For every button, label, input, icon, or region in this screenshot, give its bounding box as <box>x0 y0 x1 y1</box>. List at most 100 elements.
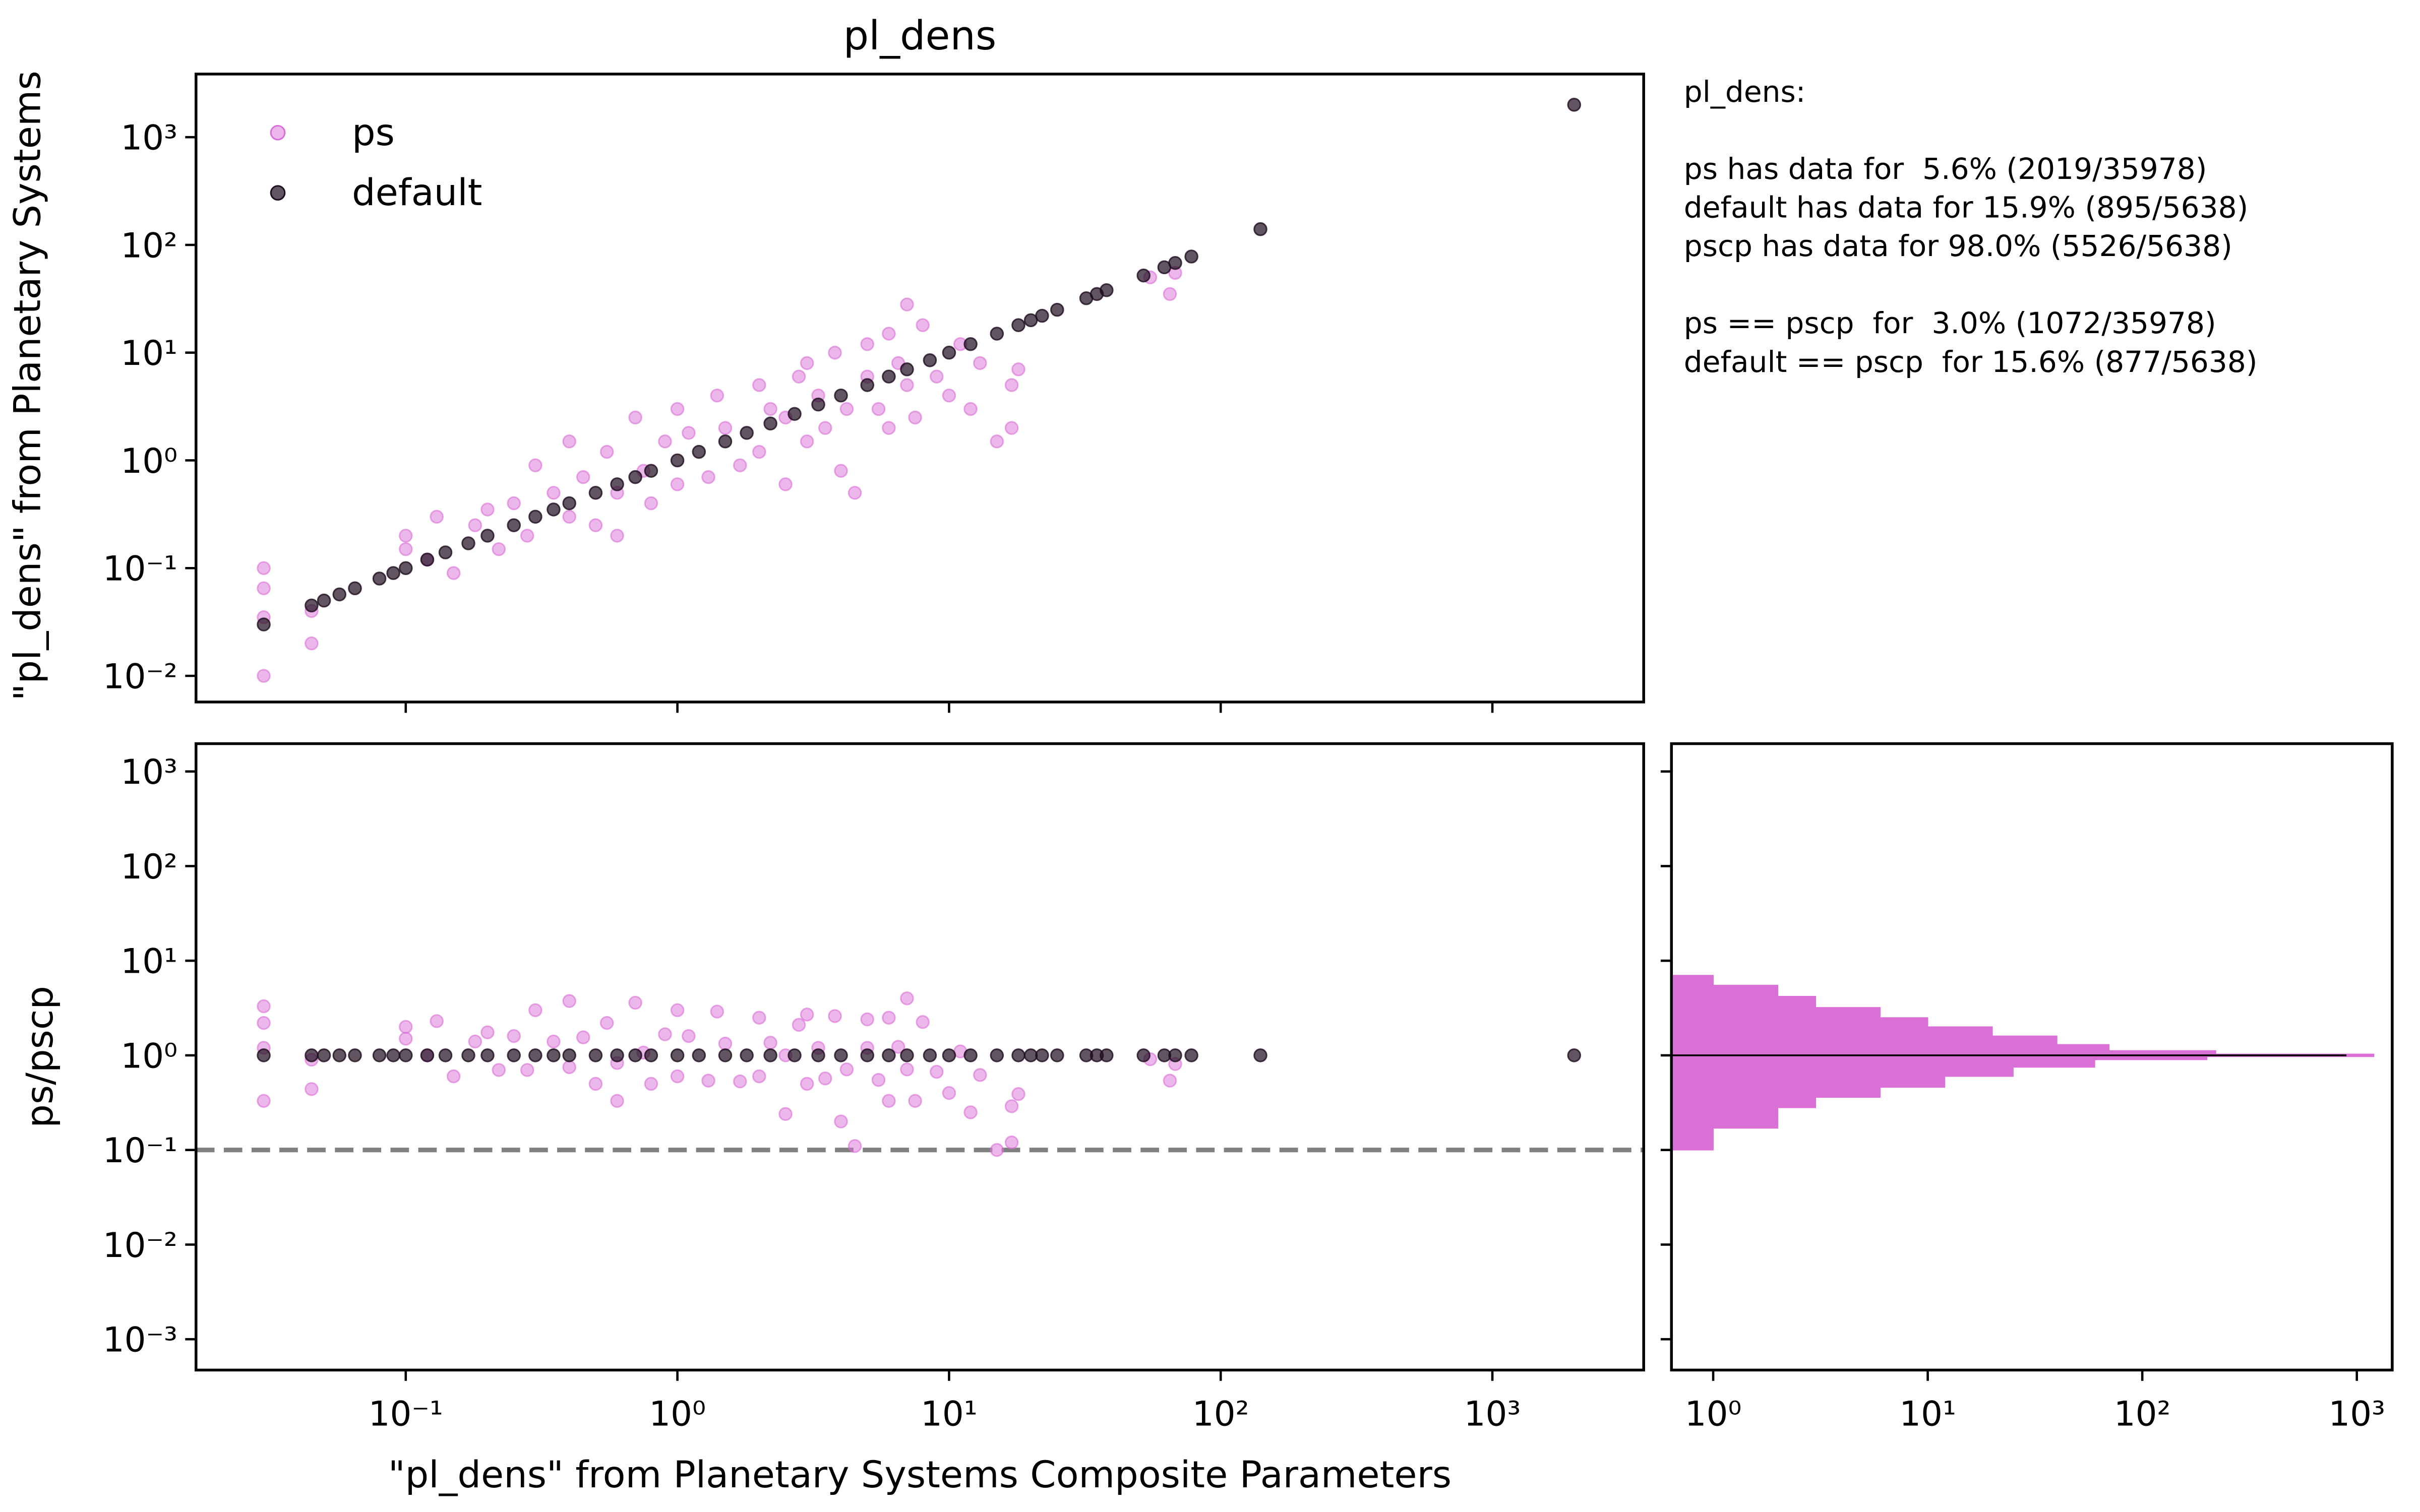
point <box>882 1094 896 1108</box>
point <box>916 1015 930 1029</box>
point <box>778 477 793 491</box>
point <box>628 410 642 425</box>
point <box>763 416 777 431</box>
point <box>963 402 978 416</box>
point <box>420 552 435 567</box>
point <box>317 1048 331 1062</box>
point <box>942 345 956 360</box>
histogram-bar <box>1671 1107 1779 1118</box>
point <box>882 1048 896 1062</box>
histogram-bar <box>1671 985 1779 997</box>
point <box>763 1048 777 1062</box>
y-tick-label: 10⁻¹ <box>103 549 177 589</box>
stats-text: ps has data for 5.6% (2019/35978) <box>1684 152 2207 186</box>
histogram-bar <box>1671 1087 1881 1098</box>
point <box>576 470 590 484</box>
point <box>682 426 696 440</box>
y-tick-label: 10³ <box>120 118 177 158</box>
point <box>528 1003 542 1018</box>
point <box>900 1062 914 1077</box>
point <box>480 502 495 517</box>
histogram-bar <box>1671 1007 1881 1019</box>
point <box>701 1074 715 1088</box>
point <box>834 1114 848 1128</box>
point <box>1163 287 1177 301</box>
point <box>834 388 848 403</box>
point <box>628 1048 642 1062</box>
point <box>800 356 814 370</box>
stats-text: pl_dens: <box>1684 75 1806 109</box>
point <box>811 397 825 412</box>
point <box>871 1073 886 1087</box>
histogram-bar <box>1671 1026 1993 1037</box>
point <box>430 510 444 524</box>
histogram-bar <box>1671 1044 2110 1051</box>
point <box>718 434 733 449</box>
point <box>1184 249 1198 264</box>
point <box>818 1071 832 1086</box>
y-tick-label: 10⁰ <box>120 1036 177 1076</box>
point <box>670 477 685 491</box>
point <box>446 1069 461 1084</box>
point <box>800 1007 814 1022</box>
point <box>430 1014 444 1028</box>
point <box>658 434 672 449</box>
point <box>507 518 521 532</box>
point <box>990 1048 1004 1062</box>
point <box>547 1034 561 1049</box>
point <box>834 464 848 478</box>
x-tick-label: 10¹ <box>921 1394 978 1434</box>
point <box>900 1048 914 1062</box>
point <box>800 1077 814 1091</box>
point <box>942 1086 956 1100</box>
point <box>528 458 542 473</box>
point <box>718 1036 733 1051</box>
point <box>871 402 886 416</box>
legend-label: default <box>352 171 482 214</box>
point <box>576 1030 590 1044</box>
point <box>1035 1048 1049 1062</box>
point <box>305 636 319 651</box>
point <box>257 1016 271 1030</box>
histogram-bar <box>1671 1054 2347 1056</box>
point <box>507 1048 521 1062</box>
point <box>860 337 875 351</box>
point <box>348 1048 362 1062</box>
point <box>628 470 642 484</box>
point <box>682 1029 696 1043</box>
axes-frame <box>1670 742 2394 1372</box>
point <box>973 356 987 370</box>
point <box>963 337 978 351</box>
point <box>399 1048 413 1062</box>
y-tick-label: 10⁰ <box>120 441 177 481</box>
point <box>386 566 400 580</box>
point <box>257 999 271 1014</box>
point <box>1100 1048 1114 1062</box>
point <box>930 1064 944 1079</box>
point <box>733 458 747 473</box>
point <box>420 1048 435 1062</box>
histogram-bar <box>1671 1076 1946 1088</box>
histogram-bar <box>1671 1139 1714 1151</box>
point <box>828 1009 842 1023</box>
point <box>562 1060 576 1075</box>
point <box>763 1036 777 1050</box>
point <box>547 486 561 500</box>
point <box>610 529 624 543</box>
point <box>644 496 658 511</box>
histogram-bar <box>1671 1017 1928 1028</box>
point <box>788 407 802 421</box>
point <box>1004 421 1019 435</box>
point <box>1011 318 1025 332</box>
histogram-bar <box>1671 1035 2058 1045</box>
y-tick-label: 10¹ <box>120 941 177 981</box>
point <box>610 477 624 491</box>
point <box>372 1048 387 1062</box>
x-tick-label: 10⁰ <box>649 1394 706 1434</box>
point <box>528 510 542 524</box>
y-tick-label: 10² <box>120 225 177 265</box>
axes-frame <box>195 73 1645 704</box>
histogram-bar <box>1671 1059 2095 1068</box>
